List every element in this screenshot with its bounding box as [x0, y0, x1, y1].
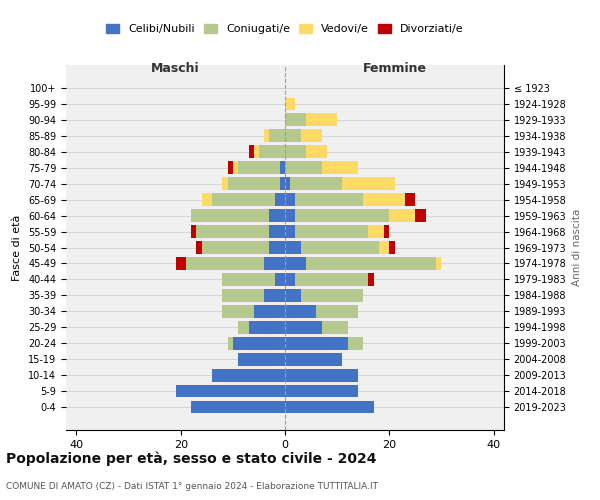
- Bar: [285, 337, 347, 349]
- Bar: [269, 130, 285, 142]
- Bar: [301, 289, 363, 302]
- Bar: [191, 400, 285, 413]
- Bar: [384, 225, 389, 238]
- Bar: [223, 305, 254, 318]
- Bar: [295, 194, 363, 206]
- Bar: [191, 225, 196, 238]
- Bar: [379, 241, 389, 254]
- Bar: [285, 162, 322, 174]
- Bar: [212, 194, 275, 206]
- Bar: [223, 178, 227, 190]
- Bar: [316, 305, 358, 318]
- Bar: [238, 162, 280, 174]
- Text: COMUNE DI AMATO (CZ) - Dati ISTAT 1° gennaio 2024 - Elaborazione TUTTITALIA.IT: COMUNE DI AMATO (CZ) - Dati ISTAT 1° gen…: [6, 482, 378, 491]
- Bar: [285, 241, 301, 254]
- Bar: [389, 209, 415, 222]
- Bar: [275, 194, 285, 206]
- Bar: [322, 162, 358, 174]
- Bar: [295, 209, 389, 222]
- Bar: [227, 178, 280, 190]
- Bar: [285, 114, 306, 126]
- Bar: [264, 257, 285, 270]
- Bar: [295, 225, 368, 238]
- Bar: [285, 225, 295, 238]
- Bar: [285, 321, 322, 334]
- Bar: [212, 368, 285, 382]
- Bar: [285, 384, 358, 398]
- Bar: [254, 305, 285, 318]
- Bar: [301, 241, 379, 254]
- Bar: [202, 241, 269, 254]
- Bar: [368, 225, 384, 238]
- Bar: [259, 146, 285, 158]
- Bar: [264, 289, 285, 302]
- Bar: [202, 194, 212, 206]
- Bar: [347, 337, 363, 349]
- Bar: [269, 241, 285, 254]
- Bar: [290, 178, 343, 190]
- Bar: [415, 209, 426, 222]
- Bar: [285, 257, 306, 270]
- Bar: [285, 368, 358, 382]
- Bar: [285, 146, 306, 158]
- Bar: [295, 273, 368, 286]
- Bar: [322, 321, 347, 334]
- Bar: [285, 209, 295, 222]
- Bar: [306, 114, 337, 126]
- Bar: [363, 194, 405, 206]
- Bar: [343, 178, 395, 190]
- Bar: [196, 225, 269, 238]
- Y-axis label: Anni di nascita: Anni di nascita: [572, 209, 582, 286]
- Text: Maschi: Maschi: [151, 62, 200, 75]
- Text: Popolazione per età, sesso e stato civile - 2024: Popolazione per età, sesso e stato civil…: [6, 451, 377, 466]
- Bar: [269, 209, 285, 222]
- Bar: [223, 273, 275, 286]
- Bar: [389, 241, 395, 254]
- Bar: [280, 178, 285, 190]
- Bar: [285, 130, 301, 142]
- Bar: [233, 337, 285, 349]
- Bar: [285, 289, 301, 302]
- Legend: Celibi/Nubili, Coniugati/e, Vedovi/e, Divorziati/e: Celibi/Nubili, Coniugati/e, Vedovi/e, Di…: [102, 20, 468, 39]
- Bar: [285, 178, 290, 190]
- Bar: [306, 257, 436, 270]
- Bar: [285, 353, 343, 366]
- Bar: [264, 130, 269, 142]
- Bar: [248, 146, 254, 158]
- Bar: [405, 194, 415, 206]
- Bar: [285, 273, 295, 286]
- Bar: [280, 162, 285, 174]
- Bar: [301, 130, 322, 142]
- Bar: [191, 209, 269, 222]
- Bar: [176, 384, 285, 398]
- Y-axis label: Fasce di età: Fasce di età: [13, 214, 22, 280]
- Bar: [285, 400, 374, 413]
- Bar: [227, 162, 233, 174]
- Bar: [306, 146, 327, 158]
- Bar: [227, 337, 233, 349]
- Bar: [285, 305, 316, 318]
- Bar: [186, 257, 264, 270]
- Bar: [223, 289, 264, 302]
- Bar: [248, 321, 285, 334]
- Bar: [196, 241, 202, 254]
- Bar: [269, 225, 285, 238]
- Bar: [238, 321, 248, 334]
- Bar: [436, 257, 442, 270]
- Bar: [275, 273, 285, 286]
- Text: Femmine: Femmine: [362, 62, 427, 75]
- Bar: [238, 353, 285, 366]
- Bar: [254, 146, 259, 158]
- Bar: [285, 98, 295, 110]
- Bar: [368, 273, 374, 286]
- Bar: [285, 194, 295, 206]
- Bar: [233, 162, 238, 174]
- Bar: [176, 257, 186, 270]
